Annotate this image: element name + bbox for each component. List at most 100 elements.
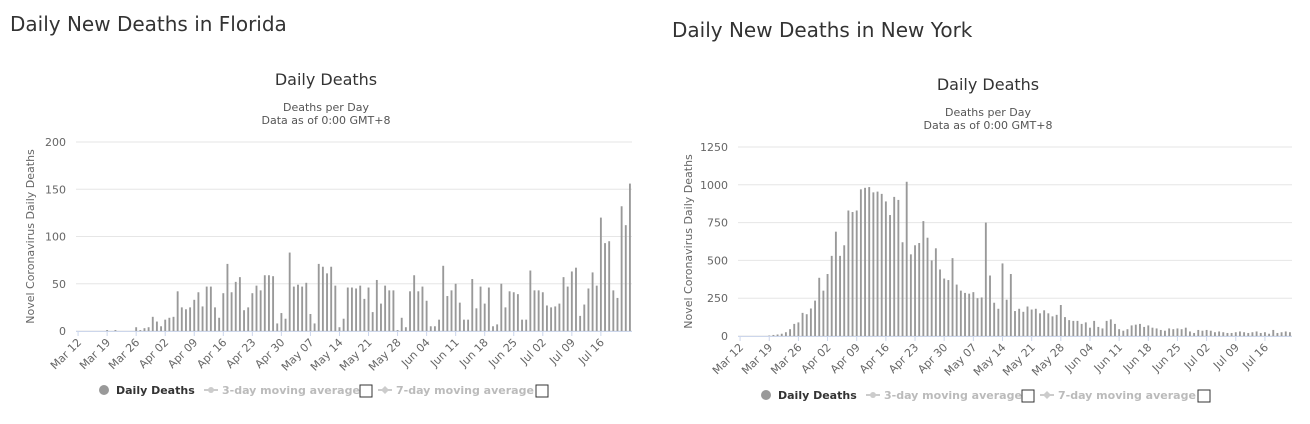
bar[interactable]	[1155, 328, 1158, 336]
bar[interactable]	[251, 293, 254, 331]
bar[interactable]	[1105, 320, 1108, 336]
bar[interactable]	[968, 293, 971, 336]
bar[interactable]	[943, 278, 946, 336]
bar[interactable]	[616, 297, 619, 331]
bar[interactable]	[288, 252, 291, 331]
bar[interactable]	[521, 319, 523, 331]
bar[interactable]	[1176, 328, 1179, 336]
bar[interactable]	[993, 302, 996, 336]
bar[interactable]	[1222, 332, 1225, 336]
bar[interactable]	[1180, 329, 1183, 336]
bar[interactable]	[317, 263, 320, 331]
bar[interactable]	[834, 231, 837, 336]
bar[interactable]	[305, 282, 308, 331]
bar[interactable]	[367, 287, 370, 331]
bar[interactable]	[608, 241, 611, 331]
bar[interactable]	[334, 285, 337, 331]
bar[interactable]	[1118, 329, 1121, 336]
bar[interactable]	[1226, 332, 1229, 336]
bar[interactable]	[512, 292, 515, 331]
bar[interactable]	[984, 222, 987, 336]
bar[interactable]	[1043, 310, 1046, 336]
bar[interactable]	[901, 242, 904, 336]
bar[interactable]	[809, 308, 812, 336]
bar[interactable]	[1109, 319, 1112, 336]
bar[interactable]	[897, 199, 900, 336]
bar[interactable]	[479, 286, 482, 331]
bar[interactable]	[566, 286, 569, 331]
bar[interactable]	[454, 283, 457, 331]
bar[interactable]	[164, 319, 167, 331]
bar[interactable]	[504, 307, 507, 331]
bar[interactable]	[930, 260, 933, 336]
bar[interactable]	[628, 183, 631, 331]
bar[interactable]	[847, 210, 850, 336]
bar[interactable]	[525, 319, 528, 331]
bar[interactable]	[959, 290, 962, 336]
legend-3-day-average[interactable]: 3-day moving average	[222, 384, 360, 397]
checkbox-7-day[interactable]	[535, 384, 549, 398]
bar[interactable]	[558, 303, 561, 331]
legend-daily-deaths[interactable]: Daily Deaths	[116, 384, 195, 397]
bar[interactable]	[587, 288, 590, 331]
bar[interactable]	[818, 277, 821, 336]
bar[interactable]	[591, 272, 594, 331]
bar[interactable]	[222, 293, 225, 331]
bar[interactable]	[392, 290, 395, 331]
bar[interactable]	[570, 271, 573, 331]
bar[interactable]	[363, 298, 366, 331]
bar[interactable]	[1189, 331, 1191, 336]
bar[interactable]	[939, 269, 941, 336]
bar[interactable]	[330, 266, 333, 331]
legend-diamond-icon[interactable]	[381, 386, 389, 394]
bar[interactable]	[1276, 332, 1279, 336]
bar[interactable]	[951, 258, 954, 336]
bar[interactable]	[822, 290, 825, 336]
bar[interactable]	[772, 334, 775, 336]
bar[interactable]	[537, 290, 540, 331]
bar[interactable]	[533, 290, 536, 331]
bar[interactable]	[1064, 317, 1066, 336]
bar[interactable]	[508, 291, 511, 331]
bar[interactable]	[575, 267, 577, 331]
legend-7-day-average[interactable]: 7-day moving average	[1058, 389, 1196, 402]
bar[interactable]	[1089, 327, 1091, 336]
bar[interactable]	[964, 292, 966, 336]
bar[interactable]	[380, 303, 382, 331]
bar[interactable]	[350, 287, 353, 331]
bar[interactable]	[180, 307, 183, 331]
bar[interactable]	[1101, 328, 1104, 336]
bar[interactable]	[1139, 323, 1141, 336]
bar[interactable]	[1159, 329, 1162, 336]
bar[interactable]	[793, 323, 796, 336]
bar[interactable]	[801, 312, 804, 336]
bar[interactable]	[914, 245, 916, 336]
bar[interactable]	[876, 191, 879, 336]
bar[interactable]	[1143, 326, 1146, 336]
bar[interactable]	[492, 326, 494, 331]
bar[interactable]	[463, 319, 465, 331]
bar[interactable]	[980, 297, 983, 336]
bar[interactable]	[1130, 325, 1133, 336]
bar[interactable]	[1047, 313, 1050, 336]
bar[interactable]	[1214, 332, 1216, 336]
bar[interactable]	[1284, 331, 1287, 336]
bar[interactable]	[259, 290, 262, 331]
bar[interactable]	[1001, 263, 1004, 336]
bar[interactable]	[338, 327, 341, 331]
bar[interactable]	[529, 270, 532, 331]
bar[interactable]	[155, 321, 158, 331]
bar[interactable]	[1051, 316, 1054, 336]
bar[interactable]	[989, 275, 991, 336]
legend-3-day-average[interactable]: 3-day moving average	[884, 389, 1022, 402]
bar[interactable]	[1122, 330, 1125, 336]
bar[interactable]	[143, 328, 146, 331]
legend-diamond-icon[interactable]	[1043, 391, 1051, 399]
bar[interactable]	[893, 196, 896, 336]
bar[interactable]	[226, 263, 229, 331]
bar[interactable]	[1072, 320, 1075, 336]
bar[interactable]	[583, 304, 586, 331]
bar[interactable]	[1126, 329, 1129, 336]
legend-7-day-average[interactable]: 7-day moving average	[396, 384, 534, 397]
bar[interactable]	[106, 330, 109, 331]
